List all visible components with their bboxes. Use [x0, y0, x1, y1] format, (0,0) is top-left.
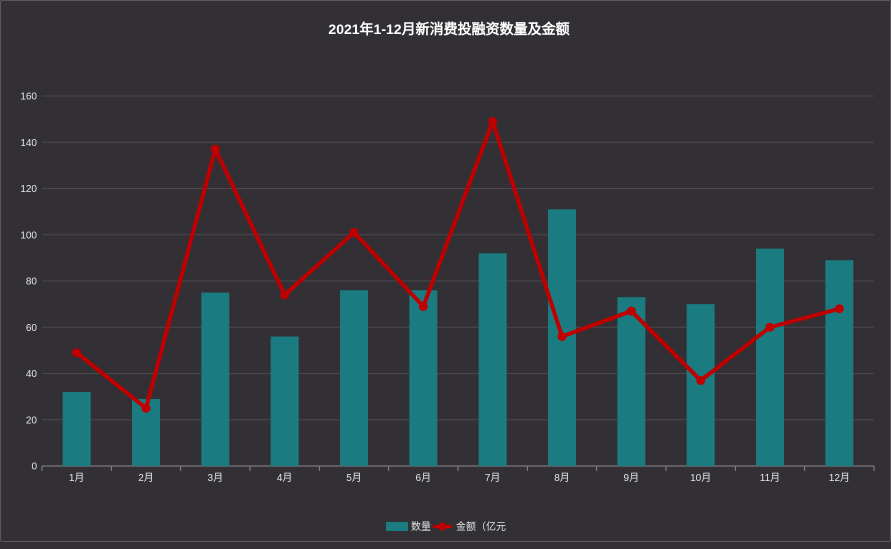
line-point [210, 144, 220, 154]
bar [756, 248, 784, 466]
x-tick-label: 3月 [208, 472, 224, 484]
bar [825, 260, 854, 466]
bar [340, 290, 368, 466]
x-tick-label: 6月 [416, 472, 432, 484]
bar [201, 292, 230, 466]
line-point [72, 348, 82, 358]
bar [686, 304, 715, 466]
legend-bar-label: 数量 [411, 520, 431, 533]
line-point [626, 306, 636, 316]
bar [617, 297, 646, 466]
bar [409, 290, 438, 466]
y-tick-label: 160 [20, 92, 37, 103]
line-point [696, 375, 706, 385]
y-tick-label: 0 [31, 462, 37, 473]
line-point [418, 301, 428, 311]
axes: 0 20 40 60 80 100 120 140 160 1月 2月 3月 4月 5月 6月 7月 8月 9月 1… [20, 92, 875, 484]
line-point [834, 304, 844, 314]
y-tick-label: 40 [26, 369, 38, 380]
line-point [141, 403, 151, 413]
line-series [72, 116, 844, 413]
line-point [349, 227, 359, 237]
chart-title: 2021年1-12月新消费投融资数量及金额 [328, 21, 569, 37]
y-tick-label: 80 [26, 277, 38, 288]
bar [270, 336, 299, 466]
x-tick-label: 12月 [829, 472, 850, 484]
x-tick-label: 7月 [485, 472, 501, 484]
bar [62, 392, 91, 466]
y-tick-label: 120 [20, 184, 37, 195]
grid-lines [42, 95, 874, 421]
y-tick-label: 140 [20, 138, 37, 149]
y-tick-label: 60 [26, 323, 38, 334]
series-line [75, 119, 840, 411]
bar-series [62, 209, 854, 466]
line-point [765, 322, 775, 332]
line-point [557, 332, 567, 341]
bar [478, 253, 507, 466]
x-tick-label: 5月 [346, 472, 362, 484]
line-point [280, 290, 290, 300]
x-tick-label: 11月 [760, 472, 780, 484]
legend-line-marker [438, 522, 447, 531]
y-tick-label: 100 [20, 230, 37, 241]
x-tick-label: 1月 [69, 472, 85, 484]
legend: 数量 金额（亿元 [386, 520, 506, 533]
legend-line-label: 金额（亿元 [456, 520, 506, 533]
y-tick-label: 20 [26, 415, 38, 426]
x-tick-label: 4月 [277, 472, 293, 484]
legend-bar-swatch [386, 522, 408, 531]
x-tick-label: 2月 [138, 472, 154, 484]
x-tick-label: 8月 [554, 472, 570, 484]
line-point [488, 116, 498, 126]
x-tick-label: 10月 [690, 472, 711, 484]
x-tick-label: 9月 [624, 472, 640, 484]
